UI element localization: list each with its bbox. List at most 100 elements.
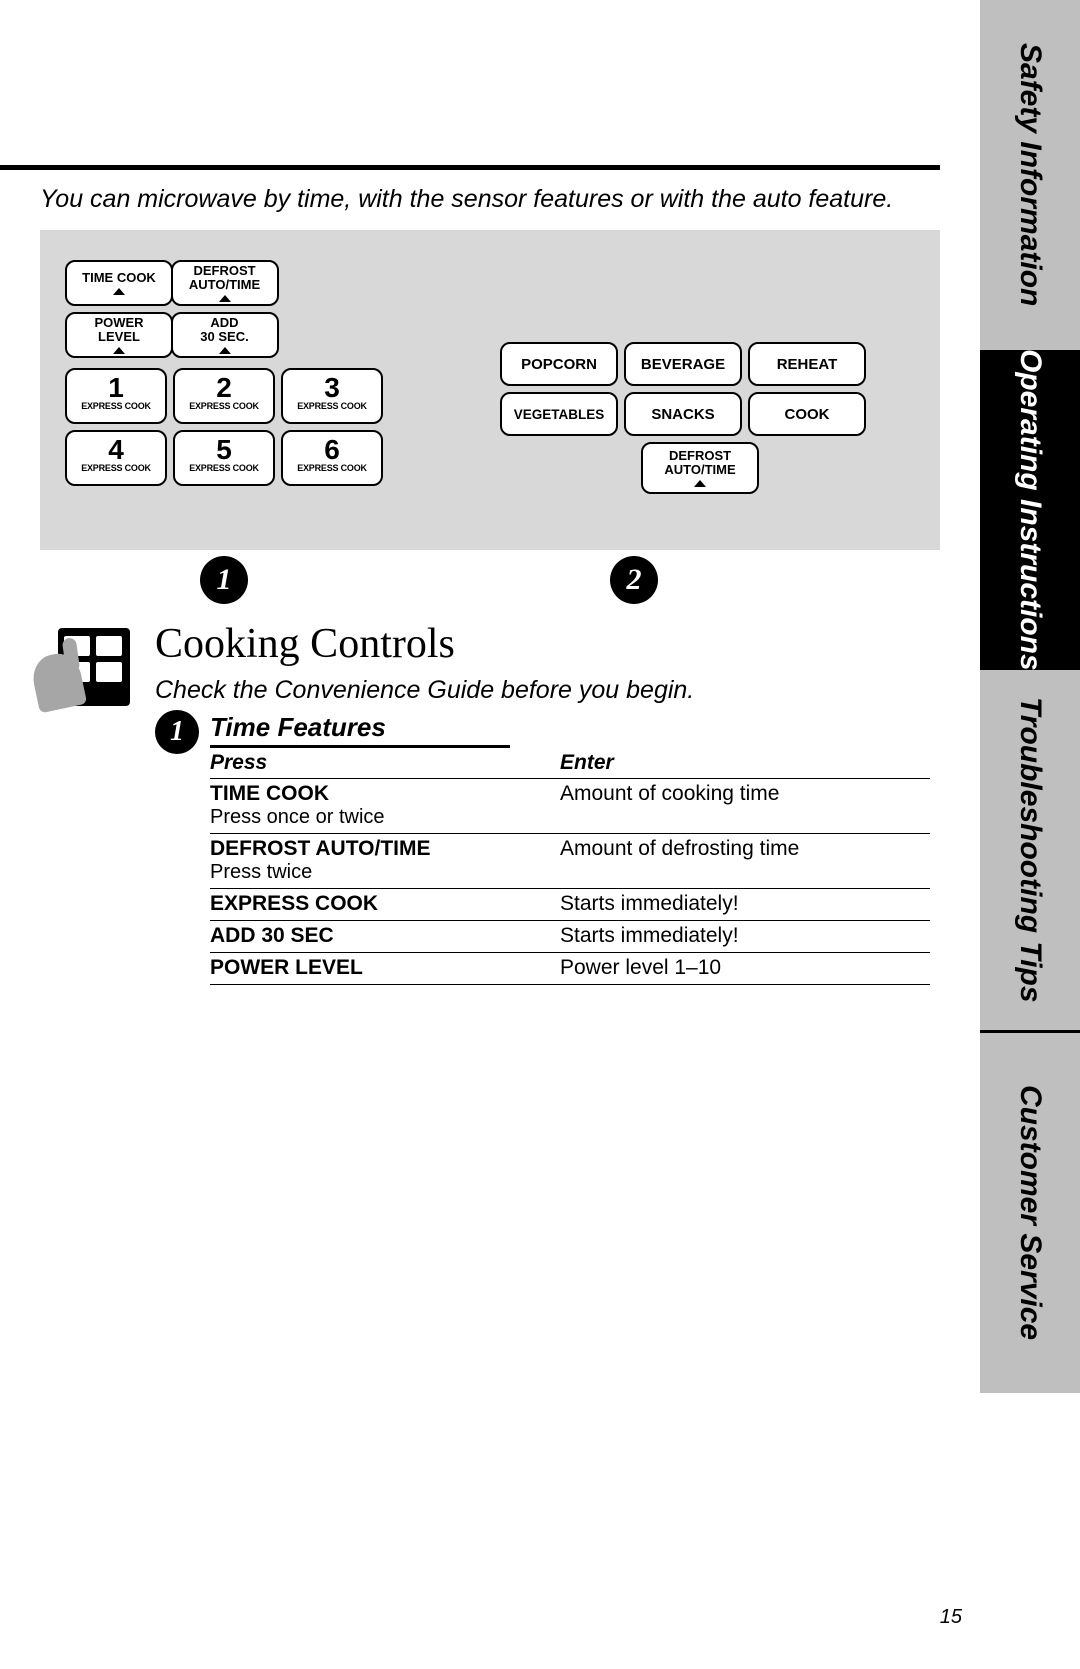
table-row: EXPRESS COOKStarts immediately! <box>210 889 930 921</box>
intro-text: You can microwave by time, with the sens… <box>40 185 940 214</box>
step-circle-2: 2 <box>610 556 658 604</box>
add-label-2: 30 SEC. <box>200 330 248 344</box>
section-subtitle: Check the Convenience Guide before you b… <box>155 676 694 705</box>
cell-enter: Starts immediately! <box>560 892 930 916</box>
express-label: EXPRESS COOK <box>175 401 273 411</box>
num-3: 3 <box>283 370 381 402</box>
side-tabs: Safety Information Operating Instruction… <box>980 0 1080 1669</box>
header-enter: Enter <box>560 750 930 778</box>
number-grid: 1EXPRESS COOK 2EXPRESS COOK 3EXPRESS COO… <box>65 368 425 486</box>
beverage-button: BEVERAGE <box>624 342 742 386</box>
num-6: 6 <box>283 432 381 464</box>
top-rule <box>0 165 940 170</box>
step-circle-1: 1 <box>200 556 248 604</box>
cell-enter: Power level 1–10 <box>560 956 930 980</box>
hand-keypad-icon <box>40 620 135 715</box>
tab-safety: Safety Information <box>980 0 1080 350</box>
tab-troubleshooting: Troubleshooting Tips <box>980 670 1080 1030</box>
defrost-auto-time-button-2: DEFROST AUTO/TIME <box>641 442 759 494</box>
num-5-button: 5EXPRESS COOK <box>173 430 275 486</box>
num-4: 4 <box>67 432 165 464</box>
key-icon <box>96 662 122 682</box>
defrost2-label-2: AUTO/TIME <box>664 463 735 477</box>
cell-press: EXPRESS COOK <box>210 892 560 916</box>
time-cook-label: TIME COOK <box>82 271 156 285</box>
defrost-label-2: AUTO/TIME <box>189 278 260 292</box>
press-sub: Press once or twice <box>210 806 560 829</box>
up-arrow-icon <box>694 480 706 487</box>
tab-spacer <box>980 1393 1080 1669</box>
step-circle-3: 1 <box>155 710 199 754</box>
tab-troubleshooting-label: Troubleshooting Tips <box>1013 697 1047 1003</box>
header-press: Press <box>210 750 560 778</box>
row-1: TIME COOK DEFROST AUTO/TIME <box>65 260 425 306</box>
page: Safety Information Operating Instruction… <box>0 0 1080 1669</box>
num-1: 1 <box>67 370 165 402</box>
tab-operating: Operating Instructions <box>980 350 1080 670</box>
up-arrow-icon <box>113 347 125 354</box>
popcorn-button: POPCORN <box>500 342 618 386</box>
time-features-heading: Time Features <box>210 712 510 748</box>
page-number: 15 <box>940 1606 962 1629</box>
express-label: EXPRESS COOK <box>283 463 381 473</box>
cell-enter: Starts immediately! <box>560 924 930 948</box>
table-row: ADD 30 SECStarts immediately! <box>210 921 930 953</box>
add-30sec-button: ADD 30 SEC. <box>171 312 279 358</box>
cell-enter: Amount of defrosting time <box>560 837 930 884</box>
up-arrow-icon <box>219 295 231 302</box>
cell-press: ADD 30 SEC <box>210 924 560 948</box>
table-row: TIME COOKPress once or twiceAmount of co… <box>210 779 930 834</box>
cell-press: POWER LEVEL <box>210 956 560 980</box>
up-arrow-icon <box>113 288 125 295</box>
tab-customer-label: Customer Service <box>1013 1085 1047 1340</box>
num-3-button: 3EXPRESS COOK <box>281 368 383 424</box>
press-sub: Press twice <box>210 861 560 884</box>
table-row: DEFROST AUTO/TIMEPress twiceAmount of de… <box>210 834 930 889</box>
tab-operating-label: Operating Instructions <box>1013 349 1047 671</box>
num-5: 5 <box>175 432 273 464</box>
right-cluster: POPCORN BEVERAGE REHEAT VEGETABLES SNACK… <box>500 342 900 494</box>
defrost-label-1: DEFROST <box>193 264 255 278</box>
press-label: TIME COOK <box>210 782 560 806</box>
content-area: You can microwave by time, with the sens… <box>0 0 980 1669</box>
express-label: EXPRESS COOK <box>67 401 165 411</box>
up-arrow-icon <box>219 347 231 354</box>
power-label-2: LEVEL <box>98 330 140 344</box>
time-cook-button: TIME COOK <box>65 260 173 306</box>
left-cluster: TIME COOK DEFROST AUTO/TIME POWER LEVEL <box>65 260 425 486</box>
num-2-button: 2EXPRESS COOK <box>173 368 275 424</box>
press-label: EXPRESS COOK <box>210 892 560 916</box>
cell-press: TIME COOKPress once or twice <box>210 782 560 829</box>
table-header: Press Enter <box>210 750 930 779</box>
cell-press: DEFROST AUTO/TIMEPress twice <box>210 837 560 884</box>
tab-safety-label: Safety Information <box>1013 43 1047 306</box>
defrost2-label-1: DEFROST <box>669 449 731 463</box>
time-features-table: Press Enter TIME COOKPress once or twice… <box>210 750 930 985</box>
num-2: 2 <box>175 370 273 402</box>
key-icon <box>96 636 122 656</box>
num-4-button: 4EXPRESS COOK <box>65 430 167 486</box>
press-label: ADD 30 SEC <box>210 924 560 948</box>
cell-enter: Amount of cooking time <box>560 782 930 829</box>
express-label: EXPRESS COOK <box>175 463 273 473</box>
defrost-button: DEFROST AUTO/TIME <box>171 260 279 306</box>
power-label-1: POWER <box>94 316 143 330</box>
table-body: TIME COOKPress once or twiceAmount of co… <box>210 779 930 985</box>
add-label-1: ADD <box>210 316 238 330</box>
right-grid: POPCORN BEVERAGE REHEAT VEGETABLES SNACK… <box>500 342 900 436</box>
snacks-button: SNACKS <box>624 392 742 436</box>
power-level-button: POWER LEVEL <box>65 312 173 358</box>
num-1-button: 1EXPRESS COOK <box>65 368 167 424</box>
press-label: DEFROST AUTO/TIME <box>210 837 560 861</box>
row-2: POWER LEVEL ADD 30 SEC. <box>65 312 425 358</box>
reheat-button: REHEAT <box>748 342 866 386</box>
section-title: Cooking Controls <box>155 620 455 668</box>
press-label: POWER LEVEL <box>210 956 560 980</box>
table-row: POWER LEVELPower level 1–10 <box>210 953 930 985</box>
control-panel: TIME COOK DEFROST AUTO/TIME POWER LEVEL <box>40 230 940 550</box>
vegetables-button: VEGETABLES <box>500 392 618 436</box>
express-label: EXPRESS COOK <box>67 463 165 473</box>
express-label: EXPRESS COOK <box>283 401 381 411</box>
tab-customer: Customer Service <box>980 1033 1080 1393</box>
num-6-button: 6EXPRESS COOK <box>281 430 383 486</box>
